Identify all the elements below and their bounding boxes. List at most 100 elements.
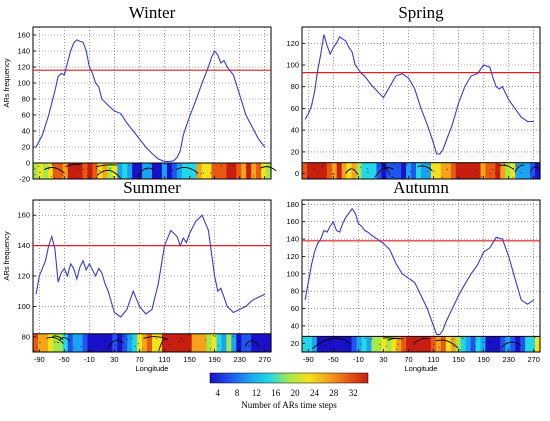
map-cell <box>127 163 133 179</box>
map-cell <box>33 163 39 179</box>
wind-vector <box>87 167 89 169</box>
plot-frame <box>32 26 272 180</box>
wind-vector <box>73 347 74 349</box>
map-cell <box>176 163 183 179</box>
map-cell <box>147 333 153 352</box>
map-cell <box>102 333 108 352</box>
colorbar-tick-label: 20 <box>291 388 301 398</box>
map-cell <box>211 333 218 352</box>
y-tick-label: 80 <box>291 82 299 91</box>
map-cell <box>500 162 506 179</box>
wind-vector <box>178 341 180 343</box>
wind-vector <box>329 348 331 350</box>
map-cell <box>386 336 392 352</box>
map-cell <box>251 163 257 179</box>
wind-vector <box>150 164 152 166</box>
map-cell <box>376 162 382 179</box>
map-cell <box>376 336 382 352</box>
map-cell <box>117 163 123 179</box>
wind-vector <box>72 164 74 165</box>
wind-vector <box>462 338 464 340</box>
map-cell <box>406 162 412 179</box>
map-cell <box>117 333 123 352</box>
wind-vector <box>501 349 503 351</box>
map-cell <box>137 163 143 179</box>
wind-vector <box>324 345 326 347</box>
wind-vector <box>180 338 182 340</box>
map-cell <box>346 162 353 179</box>
panel-spring: Spring 0 20 40 60 80 100 120 <box>286 3 541 180</box>
wind-vector <box>452 338 454 340</box>
wind-vector <box>515 164 517 166</box>
map-cell <box>47 333 54 352</box>
x-axis-label: Longitude <box>136 364 169 373</box>
x-axis-label: Longitude <box>405 364 438 373</box>
map-cell <box>42 333 49 352</box>
map-cell <box>157 163 163 179</box>
wind-vector <box>200 173 202 175</box>
panel-title: Spring <box>398 3 444 22</box>
wind-vector <box>34 174 36 176</box>
map-cell <box>455 162 462 179</box>
map-cell <box>112 333 118 352</box>
x-tick-label: 30 <box>379 355 387 364</box>
y-axis-label: ARs frequency <box>2 231 11 280</box>
map-cell <box>166 333 173 352</box>
wind-vector <box>356 172 358 174</box>
coastline <box>514 164 525 173</box>
wind-vector <box>232 335 234 337</box>
x-tick-label: 270 <box>258 355 271 364</box>
wind-vector <box>512 176 514 178</box>
wind-vector <box>383 166 385 168</box>
map-cell <box>72 163 79 179</box>
x-tick-label: 110 <box>428 355 440 364</box>
wind-vector <box>322 166 323 168</box>
plot-frame <box>301 199 541 353</box>
map-cell <box>246 163 252 179</box>
map-cell <box>470 336 477 352</box>
map-cell <box>455 336 462 352</box>
wind-vector <box>391 176 393 178</box>
y-tick-label: 80 <box>22 332 30 341</box>
coastline <box>374 167 394 178</box>
x-tick-label: 270 <box>527 355 540 364</box>
wind-vector <box>480 176 482 178</box>
wind-vector <box>364 337 366 339</box>
wind-vector <box>379 343 381 345</box>
map-cell <box>331 336 338 352</box>
wind-vector <box>331 168 332 170</box>
map-cell <box>256 333 262 352</box>
map-cell <box>52 163 59 179</box>
wind-vector <box>498 173 500 175</box>
map-cell <box>122 333 128 352</box>
coastline <box>107 339 124 349</box>
wind-vector <box>112 176 114 178</box>
map-cell <box>381 336 387 352</box>
wind-vector <box>488 340 490 342</box>
map-cell <box>490 336 496 352</box>
map-cell <box>331 162 338 179</box>
map-cell <box>57 333 64 352</box>
map-cell <box>435 162 442 179</box>
map-cell <box>137 333 143 352</box>
series-line <box>35 214 265 318</box>
wind-vector <box>210 348 212 350</box>
map-cell <box>311 336 318 352</box>
map-cell <box>42 163 49 179</box>
plot-frame <box>301 26 541 180</box>
wind-vector <box>512 168 514 170</box>
panel-summer: Summer 80 100 120 140 160 -90 -50 -10 30 70 110 150 1… <box>2 178 272 373</box>
wind-vector <box>262 347 264 349</box>
wind-vector <box>367 171 369 173</box>
map-cell <box>346 336 353 352</box>
wind-vector <box>429 167 431 169</box>
map-cell <box>87 333 94 352</box>
map-cell <box>371 162 377 179</box>
wind-vector <box>132 337 134 339</box>
map-cell <box>460 162 467 179</box>
wind-vector <box>36 337 38 339</box>
map-cell <box>396 162 402 179</box>
wind-vector <box>76 167 78 169</box>
wind-vector <box>322 165 324 167</box>
